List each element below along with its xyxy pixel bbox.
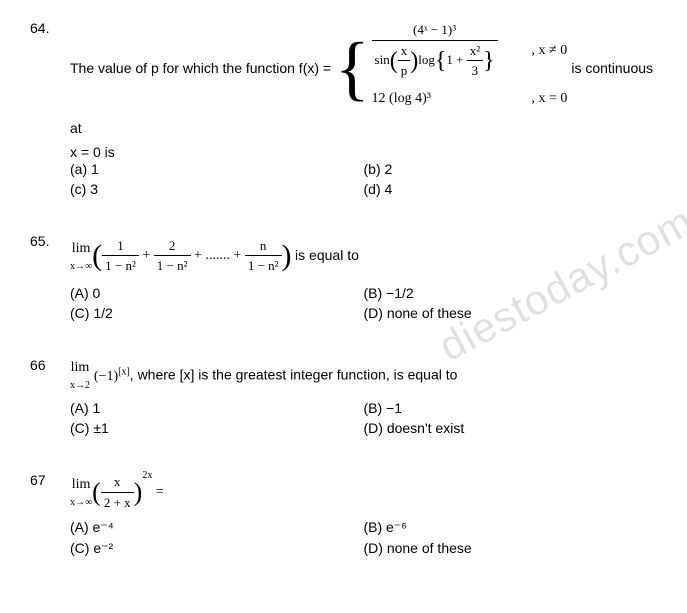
option-a: (a) 1 (70, 160, 364, 178)
question-text: lim x→∞ (x2 + x)2x = (70, 472, 657, 512)
equals: = (156, 485, 164, 500)
paren-right-icon: ) (134, 478, 143, 507)
t1-num: 1 (102, 236, 139, 257)
options: (A) 1 (B) −1 (C) ±1 (D) doesn't exist (70, 399, 657, 437)
paren-left-icon: ( (92, 478, 101, 507)
question-65: 65. lim x→∞ (11 − n² + 21 − n² + .......… (30, 233, 657, 322)
question-text: lim x→2 (−1)[x], where [x] is the greate… (70, 357, 657, 393)
frac-p: p (398, 61, 411, 81)
piece2: 12 (log 4)³ (372, 88, 522, 109)
question-67: 67 lim x→∞ (x2 + x)2x = (A) e⁻⁴ (B) e⁻⁶ … (30, 472, 657, 558)
t2-num: 2 (154, 236, 191, 257)
tn-num: n (245, 236, 282, 257)
limit: lim x→2 (70, 357, 90, 393)
sin-text: sin (375, 51, 390, 66)
option-d: (D) none of these (364, 304, 658, 322)
option-d: (D) doesn't exist (364, 419, 658, 437)
paren-left-icon: ( (92, 239, 102, 272)
text-before: The value of p for which the function f(… (70, 60, 331, 76)
question-number: 67 (30, 472, 70, 558)
option-b: (B) −1 (364, 399, 658, 417)
lim-sub: x→∞ (70, 259, 92, 274)
lim-sub: x→2 (70, 378, 90, 393)
tn-den: 1 − n² (245, 256, 282, 276)
t1-den: 1 − n² (102, 256, 139, 276)
question-body: lim x→2 (−1)[x], where [x] is the greate… (70, 357, 657, 437)
option-c: (c) 3 (70, 180, 364, 198)
dots: + ....... + (194, 248, 241, 263)
plus: + (142, 248, 150, 263)
question-64: 64. The value of p for which the functio… (30, 20, 657, 198)
option-b: (B) e⁻⁶ (364, 518, 658, 537)
lim-text: lim (70, 357, 90, 378)
question-text: lim x→∞ (11 − n² + 21 − n² + ....... + n… (70, 233, 657, 278)
frac-3: 3 (467, 61, 483, 81)
piece1-denominator: sin(xp)log{1 + x²3} (372, 41, 498, 81)
question-body: lim x→∞ (11 − n² + 21 − n² + ....... + n… (70, 233, 657, 322)
condition-1: , x ≠ 0 (522, 40, 568, 61)
option-c: (C) e⁻² (70, 539, 364, 558)
after-text: is equal to (295, 247, 359, 263)
tail-text: x = 0 is (70, 144, 657, 160)
question-number: 64. (30, 20, 70, 198)
question-body: lim x→∞ (x2 + x)2x = (A) e⁻⁴ (B) e⁻⁶ (C)… (70, 472, 657, 558)
frac-den: 2 + x (101, 493, 134, 513)
after-text: , where [x] is the greatest integer func… (130, 367, 458, 383)
option-a: (A) e⁻⁴ (70, 518, 364, 537)
condition-2: , x = 0 (522, 88, 568, 109)
option-d: (D) none of these (364, 539, 658, 558)
log-text: log (418, 51, 435, 66)
option-a: (A) 1 (70, 399, 364, 417)
option-a: (A) 0 (70, 284, 364, 302)
option-b: (B) −1/2 (364, 284, 658, 302)
lim-text: lim (70, 474, 92, 495)
question-body: The value of p for which the function f(… (70, 20, 657, 198)
exponent: [x] (118, 366, 130, 377)
question-number: 65. (30, 233, 70, 322)
options: (A) 0 (B) −1/2 (C) 1/2 (D) none of these (70, 284, 657, 322)
frac-x: x (398, 41, 411, 62)
brace-icon: { (335, 32, 370, 104)
option-b: (b) 2 (364, 160, 658, 178)
limit: lim x→∞ (70, 238, 92, 274)
limit: lim x→∞ (70, 474, 92, 510)
piece1-numerator: (4ˣ − 1)³ (372, 20, 498, 41)
question-66: 66 lim x→2 (−1)[x], where [x] is the gre… (30, 357, 657, 437)
exponent: 2x (142, 470, 152, 481)
options: (a) 1 (b) 2 (c) 3 (d) 4 (70, 160, 657, 198)
frac-num: x (101, 472, 134, 493)
lim-text: lim (70, 238, 92, 259)
lim-sub: x→∞ (70, 495, 92, 510)
option-c: (C) ±1 (70, 419, 364, 437)
log-inner: 1 + (446, 51, 463, 66)
paren-right-icon: ) (282, 239, 292, 272)
question-number: 66 (30, 357, 70, 437)
piecewise-function: { (4ˣ − 1)³ sin(xp)log{1 + x²3} , x ≠ 0 (335, 20, 567, 117)
expr: (−1)[x] (94, 369, 130, 384)
t2-den: 1 − n² (154, 256, 191, 276)
option-c: (C) 1/2 (70, 304, 364, 322)
option-d: (d) 4 (364, 180, 658, 198)
question-text: The value of p for which the function f(… (70, 20, 657, 138)
frac-x2: x² (467, 41, 483, 62)
options: (A) e⁻⁴ (B) e⁻⁶ (C) e⁻² (D) none of thes… (70, 518, 657, 558)
base: (−1) (94, 369, 118, 384)
